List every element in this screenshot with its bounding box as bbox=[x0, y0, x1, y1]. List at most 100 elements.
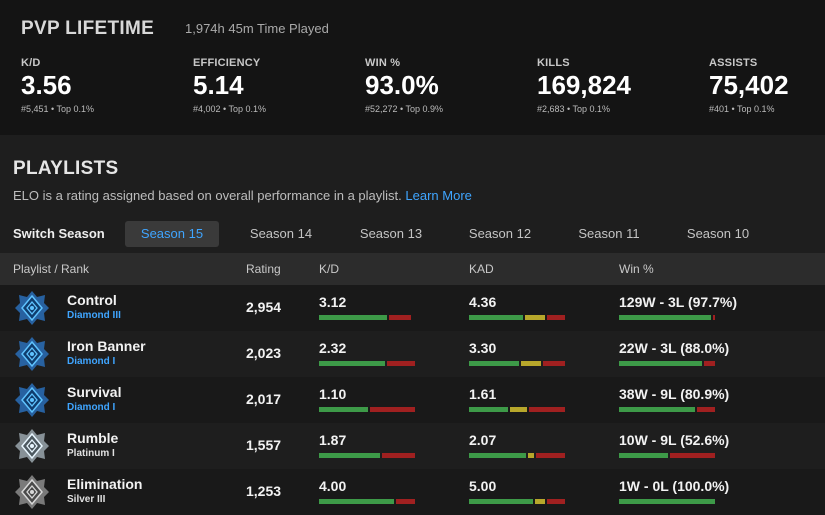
kd-bar bbox=[319, 453, 415, 458]
stat-rank: #52,272 • Top 0.9% bbox=[365, 104, 444, 114]
time-played: 1,974h 45m Time Played bbox=[185, 21, 329, 36]
column-kad[interactable]: KAD bbox=[469, 262, 494, 276]
stat-value: 75,402 bbox=[709, 70, 789, 100]
playlist-win: 129W - 3L (97.7%) bbox=[619, 294, 738, 310]
playlist-rank: Diamond III bbox=[67, 310, 121, 321]
bar-segment-red bbox=[386, 361, 415, 366]
stat-kills: KILLS 169,824 #2,683 • Top 0.1% bbox=[537, 57, 631, 114]
playlists-description: ELO is a rating assigned based on overal… bbox=[13, 188, 472, 203]
table-row[interactable]: Survival Diamond I 2,017 1.10 1.61 38W - 9L (… bbox=[0, 377, 825, 423]
playlist-rank: Diamond I bbox=[67, 402, 116, 413]
diamond-rank-emblem-icon bbox=[14, 290, 50, 326]
playlist-rating: 2,017 bbox=[246, 391, 282, 407]
playlist-kd: 1.87 bbox=[319, 432, 347, 448]
stat-label: WIN % bbox=[365, 57, 401, 69]
kd-bar bbox=[319, 407, 415, 412]
bar-segment-green bbox=[469, 453, 526, 458]
bar-segment-red bbox=[542, 361, 565, 366]
column-rating[interactable]: Rating bbox=[246, 262, 281, 276]
playlist-rating: 2,954 bbox=[246, 299, 282, 315]
playlist-kad: 3.30 bbox=[469, 340, 497, 356]
playlist-win: 38W - 9L (80.9%) bbox=[619, 386, 730, 402]
playlist-rank: Platinum I bbox=[67, 448, 115, 459]
playlist-kad: 5.00 bbox=[469, 478, 497, 494]
table-row[interactable]: Control Diamond III 2,954 3.12 4.36 129W - 3L… bbox=[0, 285, 825, 331]
playlist-kd: 1.10 bbox=[319, 386, 347, 402]
stat-label: EFFICIENCY bbox=[193, 57, 261, 69]
tab-season-11[interactable]: Season 11 bbox=[578, 226, 640, 241]
win-bar bbox=[619, 407, 715, 412]
stat-assists: ASSISTS 75,402 #401 • Top 0.1% bbox=[709, 57, 789, 114]
learn-more-link[interactable]: Learn More bbox=[405, 188, 472, 203]
bar-segment-green bbox=[619, 315, 711, 320]
kad-bar bbox=[469, 315, 566, 320]
tab-season-13[interactable]: Season 13 bbox=[359, 226, 423, 241]
playlists-title: PLAYLISTS bbox=[13, 158, 119, 179]
kad-bar bbox=[469, 361, 565, 366]
bar-segment-green bbox=[619, 453, 669, 458]
lifetime-header: PVP LIFETIME 1,974h 45m Time Played K/D … bbox=[0, 0, 825, 135]
stat-rank: #401 • Top 0.1% bbox=[709, 104, 775, 114]
bar-segment-yellow bbox=[524, 315, 545, 320]
playlist-rating: 2,023 bbox=[246, 345, 282, 361]
bar-segment-yellow bbox=[510, 407, 527, 412]
table-header: Playlist / Rank Rating K/D KAD Win % bbox=[0, 253, 825, 285]
column-playlist[interactable]: Playlist / Rank bbox=[13, 262, 90, 276]
playlist-kd: 4.00 bbox=[319, 478, 347, 494]
bar-segment-yellow bbox=[527, 453, 534, 458]
bar-segment-red bbox=[670, 453, 715, 458]
playlist-name: Rumble bbox=[67, 430, 119, 446]
description-text: ELO is a rating assigned based on overal… bbox=[13, 188, 402, 203]
bar-segment-yellow bbox=[520, 361, 541, 366]
playlist-name: Survival bbox=[67, 384, 122, 400]
column-kd[interactable]: K/D bbox=[319, 262, 340, 276]
stat-win-percent: WIN % 93.0% #52,272 • Top 0.9% bbox=[365, 57, 443, 114]
playlist-rank: Diamond I bbox=[67, 356, 116, 367]
stat-rank: #4,002 • Top 0.1% bbox=[193, 104, 267, 114]
playlist-win: 1W - 0L (100.0%) bbox=[619, 478, 730, 494]
stat-value: 3.56 bbox=[21, 70, 72, 100]
bar-segment-green bbox=[469, 361, 519, 366]
playlist-kad: 4.36 bbox=[469, 294, 497, 310]
kad-bar bbox=[469, 407, 565, 412]
playlist-kad: 2.07 bbox=[469, 432, 497, 448]
stat-kd: K/D 3.56 #5,451 • Top 0.1% bbox=[21, 57, 94, 114]
playlist-win: 10W - 9L (52.6%) bbox=[619, 432, 730, 448]
bar-segment-green bbox=[319, 315, 388, 320]
table-row[interactable]: Iron Banner Diamond I 2,023 2.32 3.30 22W - 3… bbox=[0, 331, 825, 377]
platinum-rank-emblem-icon bbox=[14, 428, 50, 464]
bar-segment-red bbox=[712, 315, 715, 320]
playlist-name: Elimination bbox=[67, 476, 143, 492]
bar-segment-green bbox=[619, 407, 696, 412]
page-title: PVP LIFETIME bbox=[21, 18, 155, 39]
bar-segment-red bbox=[703, 361, 715, 366]
playlist-win: 22W - 3L (88.0%) bbox=[619, 340, 730, 356]
tab-season-12[interactable]: Season 12 bbox=[468, 226, 532, 241]
win-bar bbox=[619, 453, 715, 458]
bar-segment-green bbox=[319, 453, 381, 458]
switch-season-label: Switch Season bbox=[13, 226, 105, 241]
tab-season-10[interactable]: Season 10 bbox=[686, 226, 750, 241]
playlist-rating: 1,557 bbox=[246, 437, 282, 453]
win-bar bbox=[619, 361, 715, 366]
stat-rank: #5,451 • Top 0.1% bbox=[21, 104, 95, 114]
column-win-percent[interactable]: Win % bbox=[619, 262, 654, 276]
stat-rank: #2,683 • Top 0.1% bbox=[537, 104, 611, 114]
kd-bar bbox=[319, 361, 415, 366]
bar-segment-red bbox=[546, 315, 566, 320]
stat-efficiency: EFFICIENCY 5.14 #4,002 • Top 0.1% bbox=[193, 57, 266, 114]
tab-season-15[interactable]: Season 15 bbox=[125, 221, 219, 247]
table-row[interactable]: Elimination Silver III 1,253 4.00 5.00 1W - 0… bbox=[0, 469, 825, 515]
playlist-name: Iron Banner bbox=[67, 338, 146, 354]
diamond-rank-emblem-icon bbox=[14, 382, 50, 418]
bar-segment-green bbox=[319, 407, 368, 412]
bar-segment-red bbox=[369, 407, 415, 412]
bar-segment-green bbox=[469, 315, 523, 320]
win-bar bbox=[619, 315, 715, 320]
bar-segment-red bbox=[382, 453, 415, 458]
tab-season-14[interactable]: Season 14 bbox=[249, 226, 313, 241]
bar-segment-green bbox=[319, 361, 385, 366]
table-row[interactable]: Rumble Platinum I 1,557 1.87 2.07 10W - 9L (5… bbox=[0, 423, 825, 469]
playlist-kd: 3.12 bbox=[319, 294, 347, 310]
stat-label: KILLS bbox=[537, 57, 570, 69]
